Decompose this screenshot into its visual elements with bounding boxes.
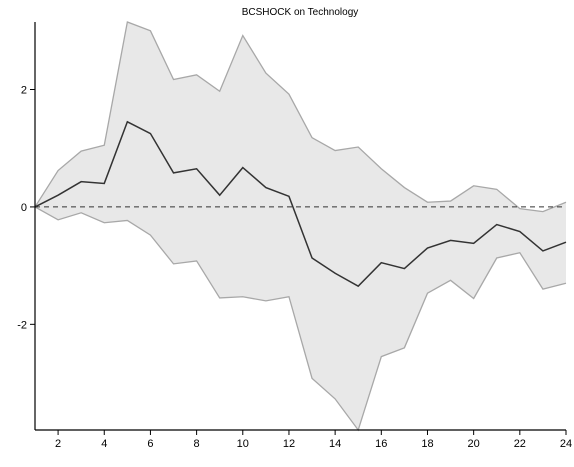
chart-title: BCSHOCK on Technology (242, 7, 359, 18)
x-tick-label: 6 (147, 438, 153, 450)
x-tick-label: 8 (194, 438, 200, 450)
x-tick-label: 22 (514, 438, 526, 450)
upper-band-line (34, 21, 567, 213)
y-tick-label: 0 (21, 202, 27, 214)
y-tick-label: 2 (21, 85, 27, 97)
x-tick-label: 20 (468, 438, 480, 450)
x-tick-label: 10 (237, 438, 249, 450)
x-tick-label: 12 (283, 438, 295, 450)
point-estimate-layer (34, 120, 567, 288)
x-tick-label: 18 (421, 438, 433, 450)
x-tick-label: 2 (55, 438, 61, 450)
y-tick-label: -2 (17, 319, 27, 331)
x-tick-label: 16 (375, 438, 387, 450)
point-estimate-line (34, 120, 567, 288)
x-tick-label: 4 (101, 438, 107, 450)
lower-band-line (34, 206, 567, 432)
x-tick-label: 14 (329, 438, 341, 450)
x-tick-label: 24 (560, 438, 572, 450)
